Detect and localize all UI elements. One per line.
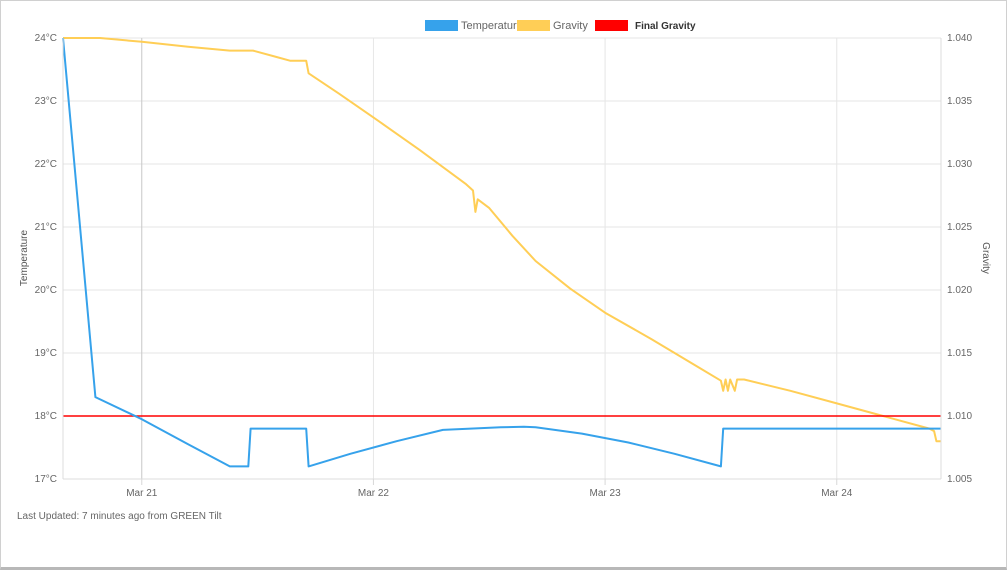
y-left-tick-label: 20°C bbox=[35, 285, 57, 296]
y-left-tick-label: 21°C bbox=[35, 222, 57, 233]
legend[interactable]: Temperature Gravity Final Gravity bbox=[425, 20, 696, 32]
y-right-tick-label: 1.020 bbox=[947, 285, 972, 296]
legend-swatch-final-gravity bbox=[595, 20, 628, 31]
y-left-tick-label: 23°C bbox=[35, 96, 57, 107]
axes-group: 17°C 18°C 19°C 20°C 21°C 22°C 23°C 24°C 1.005 1.0… bbox=[19, 33, 991, 499]
x-tick-label: Mar 22 bbox=[358, 488, 390, 499]
y-right-axis-title: Gravity bbox=[980, 242, 991, 274]
y-right-tick-label: 1.005 bbox=[947, 474, 972, 485]
y-right-tick-label: 1.035 bbox=[947, 96, 972, 107]
series-line-temperature bbox=[62, 37, 941, 468]
series-line-gravity bbox=[63, 37, 941, 443]
legend-label-gravity: Gravity bbox=[553, 20, 588, 32]
x-tick-label: Mar 24 bbox=[821, 488, 853, 499]
y-right-tick-label: 1.010 bbox=[947, 411, 972, 422]
legend-swatch-gravity bbox=[517, 20, 550, 31]
legend-label-final-gravity: Final Gravity bbox=[635, 21, 696, 32]
y-left-tick-label: 18°C bbox=[35, 411, 57, 422]
y-left-tick-label: 17°C bbox=[35, 474, 57, 485]
y-left-tick-label: 24°C bbox=[35, 33, 57, 44]
legend-swatch-temperature bbox=[425, 20, 458, 31]
y-right-tick-label: 1.030 bbox=[947, 159, 972, 170]
grid-lines bbox=[63, 37, 941, 480]
line-chart: 17°C 18°C 19°C 20°C 21°C 22°C 23°C 24°C 1.005 1.0… bbox=[19, 20, 991, 499]
x-tick-label: Mar 23 bbox=[590, 488, 622, 499]
y-left-tick-label: 19°C bbox=[35, 348, 57, 359]
legend-label-temperature: Temperature bbox=[461, 20, 523, 32]
last-updated-text: Last Updated: 7 minutes ago from GREEN T… bbox=[17, 511, 222, 522]
y-right-tick-label: 1.040 bbox=[947, 33, 972, 44]
y-left-tick-label: 22°C bbox=[35, 159, 57, 170]
y-right-tick-label: 1.025 bbox=[947, 222, 972, 233]
series-group bbox=[62, 37, 941, 468]
y-right-tick-label: 1.015 bbox=[947, 348, 972, 359]
y-left-axis-title: Temperature bbox=[19, 229, 30, 286]
x-tick-label: Mar 21 bbox=[126, 488, 158, 499]
